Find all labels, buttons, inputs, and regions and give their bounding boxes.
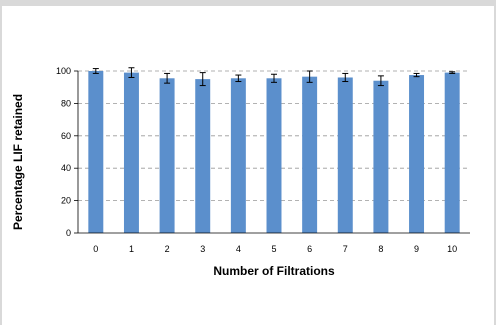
y-tick-label: 60 <box>61 131 71 141</box>
bar-3 <box>195 79 211 233</box>
bar-10 <box>444 72 460 234</box>
bar-0 <box>88 71 104 233</box>
x-tick-label: 9 <box>414 244 419 254</box>
y-tick-labels: 0 20 40 60 80 100 <box>56 66 71 238</box>
window-left-border <box>0 0 2 325</box>
x-tick-labels: 0 1 2 3 4 5 6 7 8 9 10 <box>93 244 457 254</box>
x-tick-label: 10 <box>447 244 457 254</box>
x-tick-label: 0 <box>93 244 98 254</box>
y-tick-label: 0 <box>66 228 71 238</box>
bar-6 <box>302 76 318 233</box>
bar-2 <box>159 78 175 233</box>
bar-4 <box>230 78 246 233</box>
bar-9 <box>409 75 425 233</box>
bar-8 <box>373 80 389 233</box>
x-tick-label: 5 <box>271 244 276 254</box>
x-tick-label: 2 <box>165 244 170 254</box>
x-tick-label: 1 <box>129 244 134 254</box>
bar-1 <box>123 72 139 234</box>
axes <box>74 70 470 234</box>
y-tick-label: 80 <box>61 98 71 108</box>
window-top-border <box>0 0 496 6</box>
y-tick-label: 40 <box>61 163 71 173</box>
x-tick-label: 7 <box>343 244 348 254</box>
bars <box>88 71 460 234</box>
window-right-border <box>494 0 496 325</box>
error-bars <box>92 67 456 87</box>
x-tick-label: 3 <box>200 244 205 254</box>
y-axis-title: Percentage LIF retained <box>11 94 25 230</box>
x-tick-label: 4 <box>236 244 241 254</box>
x-tick-label: 8 <box>378 244 383 254</box>
x-axis-title: Number of Filtrations <box>213 264 335 278</box>
bar-5 <box>266 78 282 233</box>
x-tick-label: 6 <box>307 244 312 254</box>
y-tick-label: 20 <box>61 196 71 206</box>
y-tick-label: 100 <box>56 66 71 76</box>
bar-7 <box>337 77 353 233</box>
